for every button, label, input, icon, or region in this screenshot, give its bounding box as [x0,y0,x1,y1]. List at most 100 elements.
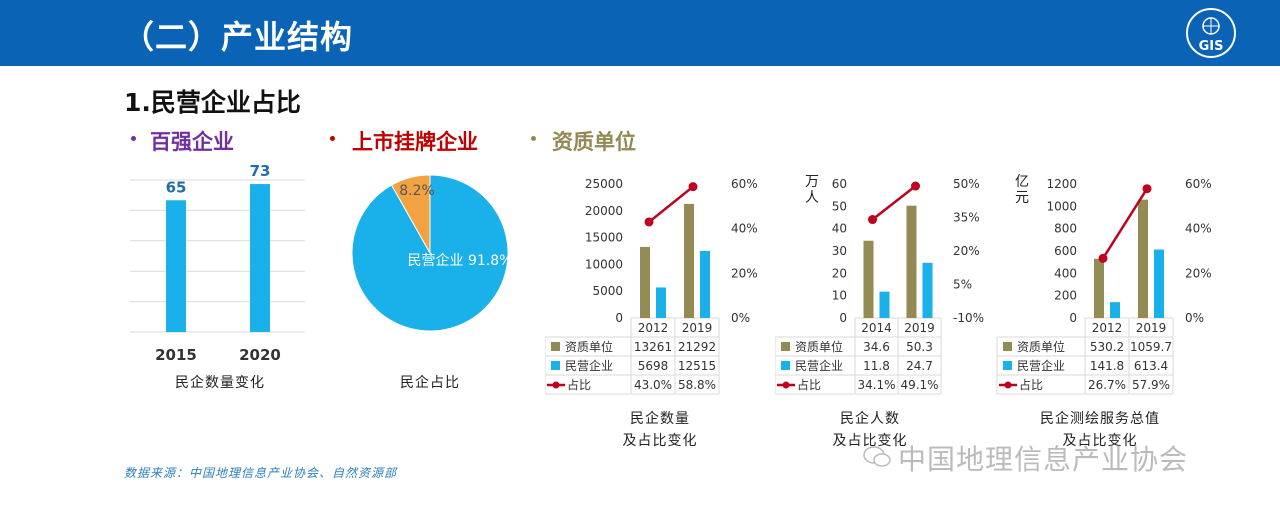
x-tick-label: 2012 [638,321,669,335]
header-bar [0,0,1280,66]
caption-line: 民企数量 [630,411,690,427]
y-tick-label: 0 [615,311,623,325]
line-point [911,181,920,191]
bar [640,246,650,318]
table-cell: 49.1% [900,378,938,392]
bar [1154,249,1164,318]
y2-tick-label: 20% [1185,266,1212,280]
y-unit-label: 万 [805,174,819,190]
y2-tick-label: 40% [731,222,758,236]
x-tick-label: 2014 [861,321,892,335]
legend-label: 民营企业 [1017,358,1065,373]
y-tick-label: 5000 [592,284,623,298]
bullet-dot [131,136,136,141]
x-tick-label: 2019 [904,321,935,335]
caption-count-change: 民企数量变化 [175,375,265,391]
y-tick-label: 50 [832,199,847,213]
table-cell: 613.4 [1134,359,1168,373]
combo-chart-qualified-count: 25000 20000 15000 10000 5000 0 60% 40% 20% 0% 2012… [545,177,758,395]
line-point [644,217,654,227]
x-tick-label: 2019 [1136,321,1167,335]
legend-label: 占比 [1019,377,1043,392]
data-label: 73 [250,162,271,180]
category-top100: 百强企业 [150,130,234,154]
legend-label: 民营企业 [795,358,843,373]
y-unit-label: 元 [1015,190,1029,206]
y2-tick-label: 0% [731,311,750,325]
table-cell: 530.2 [1090,340,1124,354]
legend-label: 资质单位 [1017,339,1065,354]
caption-line: 民企人数 [840,411,900,427]
legend-swatch [551,361,560,370]
legend-label: 民营企业 [565,358,613,373]
combo-chart-employees: 60 50 40 30 20 10 0 50% 35% 20% 5% -10% 万人 2014 2019 资质… [775,174,984,395]
table-cell: 13261 [634,340,672,354]
y2-tick-label: 50% [953,177,980,191]
y-tick-label: 10 [832,289,847,303]
wechat-icon [863,446,891,467]
bar [700,250,710,318]
section-title: 1.民营企业占比 [124,88,301,117]
caption-line: 民企测绘服务总值 [1040,411,1160,427]
y-tick-label: 600 [1054,244,1077,258]
legend-label: 占比 [567,377,591,392]
y2-tick-label: 20% [731,266,758,280]
series-line [648,185,694,223]
table-cell: 43.0% [634,378,672,392]
slice-label: 8.2% [399,183,435,199]
caption-line: 及占比变化 [1062,433,1138,449]
table-cell: 141.8 [1090,359,1124,373]
bar [684,203,694,318]
table-cell: 12515 [678,359,716,373]
x-tick-label: 2012 [1092,321,1123,335]
y-tick-label: 800 [1054,222,1077,236]
line-point [688,182,698,192]
y-unit-label: 人 [805,190,819,206]
category-listed: 上市挂牌企业 [352,130,478,154]
bullet-dot [330,136,335,141]
legend-swatch [781,361,790,370]
x-tick-label: 2020 [239,346,281,364]
bar [879,291,890,318]
y2-tick-label: 60% [1185,177,1212,191]
y2-tick-label: 0% [1185,311,1204,325]
watermark-text: 中国地理信息产业协会 [898,443,1189,476]
table-cell: 11.8 [863,359,890,373]
bar [863,240,874,318]
legend-marker [552,381,560,389]
y-tick-label: 10000 [585,257,623,271]
line-point [1098,253,1108,263]
line-point [1142,184,1152,194]
y-tick-label: 20 [832,266,847,280]
legend-label: 资质单位 [565,339,613,354]
y-tick-label: 200 [1054,289,1077,303]
caption-employees: 民企人数 及占比变化 [770,408,970,452]
y-tick-label: 1200 [1046,177,1077,191]
y-tick-label: 400 [1054,266,1077,280]
legend-swatch [551,342,560,351]
bar [1110,302,1120,318]
legend-label: 占比 [797,377,821,392]
y-tick-label: 60 [832,177,847,191]
bar [166,200,186,332]
x-tick-label: 2015 [155,346,197,364]
table-cell: 21292 [678,340,716,354]
legend-swatch [1003,361,1012,370]
data-source-note: 数据来源：中国地理信息产业协会、自然资源部 [124,466,398,480]
table-cell: 58.8% [678,378,716,392]
y-tick-label: 15000 [585,231,623,245]
x-tick-label: 2019 [682,321,713,335]
table-cell: 5698 [638,359,669,373]
bar [250,184,270,332]
caption-line: 及占比变化 [832,433,908,449]
caption-line: 及占比变化 [622,433,698,449]
y2-tick-label: 40% [1185,222,1212,236]
y2-tick-label: -10% [953,311,984,325]
logo-text: GIS [1199,39,1224,54]
line-point [868,215,877,225]
series-line [871,185,917,221]
y-tick-label: 0 [1069,311,1077,325]
gis-logo-icon: GIS [1186,8,1236,58]
table-cell: 50.3 [906,340,933,354]
table-cell: 24.7 [906,359,933,373]
